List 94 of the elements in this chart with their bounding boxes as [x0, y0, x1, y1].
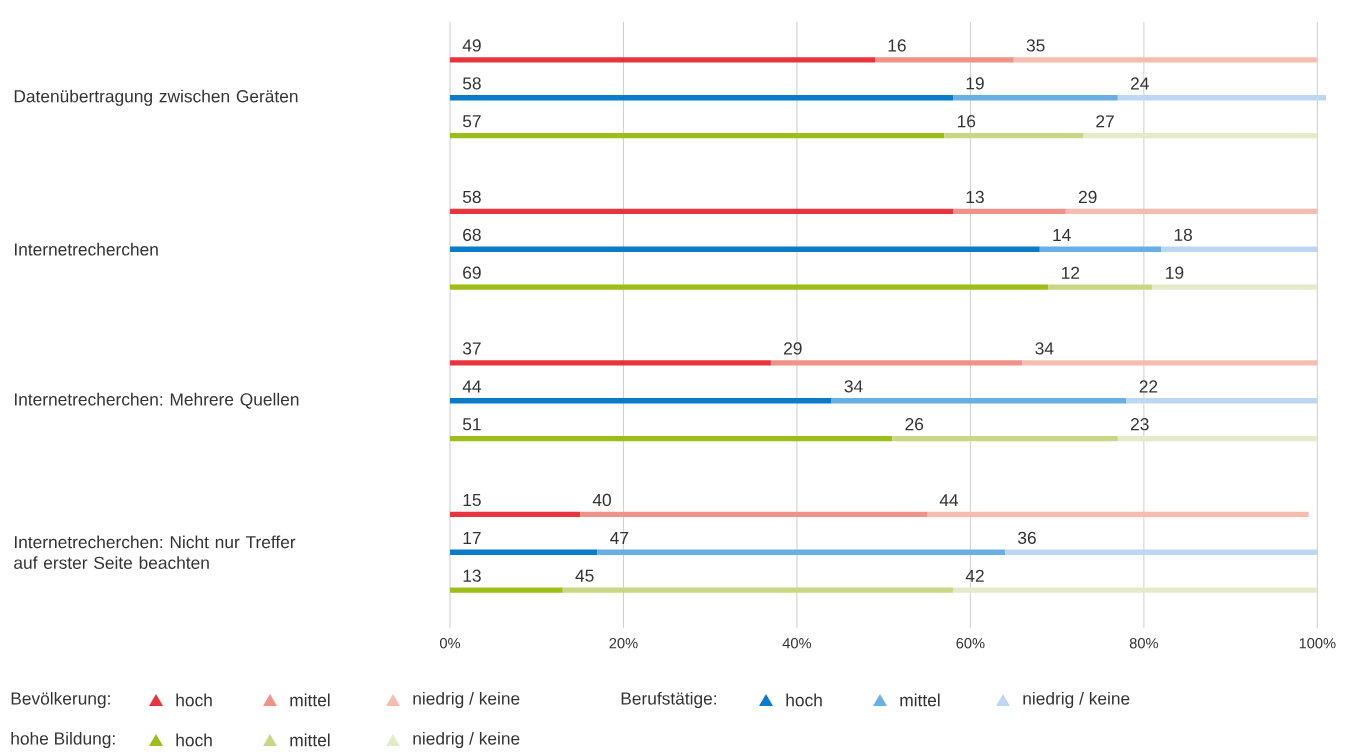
- legend-label: hoch: [786, 693, 822, 707]
- y-tick-label: Internetrecherchen: [14, 242, 158, 256]
- bar: [450, 511, 581, 518]
- data-label: 27: [1096, 115, 1114, 128]
- data-label: 45: [575, 569, 594, 582]
- legend-label: mittel: [290, 693, 330, 707]
- data-label: 58: [462, 190, 481, 204]
- bar: [450, 208, 954, 215]
- data-label: 35: [1026, 39, 1045, 52]
- bar: [1161, 246, 1318, 252]
- data-label: 44: [462, 380, 482, 393]
- bar: [450, 95, 954, 101]
- data-label: 36: [1018, 531, 1036, 544]
- bar: [450, 549, 598, 555]
- y-tick-label: Datenübertragung zwischen Geräten: [14, 89, 298, 106]
- bar: [580, 511, 928, 518]
- bar: [1083, 132, 1318, 139]
- bar: [450, 587, 563, 593]
- data-label: 24: [1130, 77, 1149, 90]
- legend-label: niedrig / keine: [1023, 691, 1130, 709]
- bar: [450, 435, 893, 442]
- y-tick-label: Internetrecherchen: Mehrere Quellen: [14, 392, 299, 409]
- data-label: 68: [463, 228, 481, 241]
- data-label: 15: [463, 494, 481, 507]
- legend-label: hoch: [176, 693, 212, 707]
- legend-label: mittel: [900, 693, 940, 707]
- data-label: 34: [1035, 342, 1054, 355]
- data-label: 29: [1078, 190, 1097, 204]
- bar: [450, 360, 771, 366]
- bar: [953, 587, 1318, 593]
- data-label: 19: [966, 77, 984, 90]
- bar: [953, 208, 1066, 215]
- bar: [831, 398, 1127, 404]
- text: hohe Bildung:: [11, 731, 115, 749]
- x-tick-label: 60%: [956, 638, 985, 649]
- bar: [562, 587, 954, 593]
- data-label: 13: [463, 569, 481, 582]
- x-tick-label: 40%: [782, 638, 812, 649]
- bar: [1065, 208, 1318, 215]
- bar: [927, 511, 1309, 518]
- data-label: 29: [784, 342, 802, 355]
- data-label: 16: [957, 115, 976, 128]
- bar: [1013, 57, 1318, 63]
- y-tick-label: Internetrecherchen: Nicht nur Treffer auf erster Seite beachten: [14, 535, 296, 569]
- bar: [1117, 95, 1326, 101]
- bar: [770, 360, 1023, 366]
- data-label: 49: [462, 39, 481, 52]
- bar: [597, 549, 1006, 555]
- x-tick-label: 80%: [1129, 638, 1158, 649]
- bar: [1039, 246, 1162, 252]
- bar: [1005, 549, 1318, 555]
- data-label: 14: [1053, 229, 1071, 241]
- bar: [1152, 284, 1318, 290]
- text: Berufstätige:: [621, 691, 716, 709]
- data-label: 13: [966, 190, 984, 204]
- data-label: 19: [1166, 266, 1184, 279]
- data-label: 17: [463, 532, 481, 544]
- data-label: 47: [610, 532, 629, 544]
- legend-label: niedrig / keine: [413, 691, 520, 709]
- bar: [1117, 435, 1318, 442]
- bar: [450, 246, 1040, 252]
- bar: [450, 398, 832, 404]
- data-label: 16: [888, 39, 906, 52]
- text: Bevölkerung:: [11, 691, 110, 709]
- data-label: 12: [1062, 266, 1080, 279]
- data-label: 58: [462, 77, 481, 90]
- data-label: 26: [905, 418, 924, 431]
- bar: [892, 435, 1118, 442]
- data-label: 23: [1130, 418, 1149, 431]
- bar: [450, 57, 875, 63]
- data-label: 57: [462, 115, 481, 128]
- bar: [1048, 284, 1153, 290]
- data-label: 69: [463, 266, 481, 279]
- data-label: 42: [965, 569, 984, 582]
- data-label: 44: [939, 494, 959, 507]
- data-label: 37: [462, 342, 481, 355]
- bar: [874, 57, 1014, 63]
- bar: [944, 132, 1084, 139]
- legend-label: hoch: [176, 733, 212, 747]
- data-label: 22: [1139, 380, 1158, 393]
- data-label: 34: [844, 380, 863, 393]
- bar: [953, 95, 1118, 101]
- legend-label: mittel: [290, 733, 330, 747]
- bar: [1022, 360, 1318, 366]
- bar: [450, 132, 945, 139]
- bar: [450, 284, 1049, 290]
- data-label: 40: [592, 493, 611, 507]
- x-tick-label: 100%: [1299, 638, 1336, 649]
- bar: [1126, 398, 1318, 404]
- legend-label: niedrig / keine: [413, 731, 520, 749]
- x-tick-label: 0%: [439, 638, 461, 649]
- data-label: 51: [462, 418, 481, 431]
- data-label: 18: [1174, 228, 1192, 241]
- x-tick-label: 20%: [609, 638, 638, 649]
